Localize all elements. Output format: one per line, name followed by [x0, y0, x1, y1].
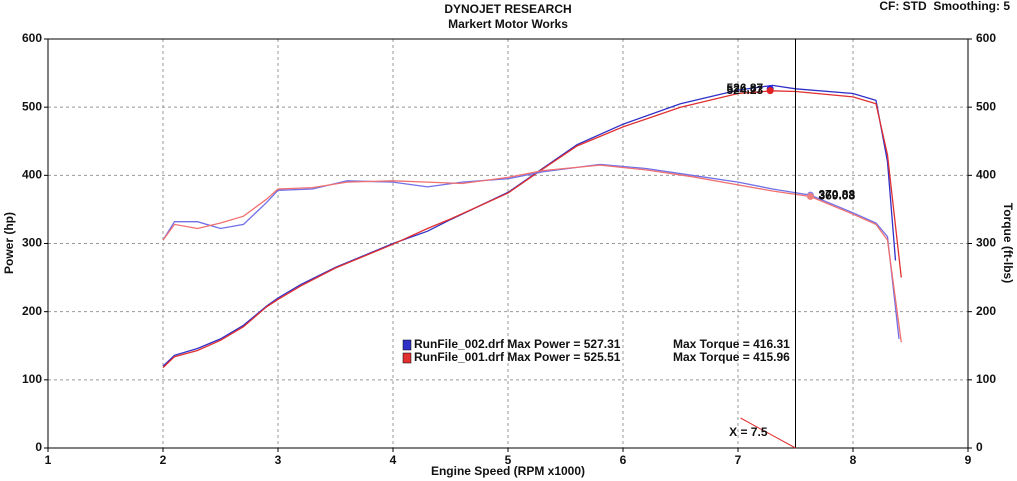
legend-torque: Max Torque = 415.96 — [673, 350, 790, 364]
series-line — [162, 164, 902, 343]
legend-text: RunFile_001.drf Max Power = 525.51 — [414, 350, 621, 364]
marker-label: 370.88 — [818, 187, 855, 201]
y-tick-label: 0 — [35, 440, 42, 454]
y-tick-label: 500 — [22, 99, 42, 113]
y-tick-label: 100 — [22, 372, 42, 386]
y-axis-title: Power (hp) — [2, 212, 16, 274]
legend-swatch — [402, 352, 412, 364]
corner-text: CF: STD Smoothing: 5 — [879, 0, 1010, 13]
y2-tick-label: 0 — [976, 440, 983, 454]
y2-tick-label: 400 — [976, 168, 996, 182]
legend-text: RunFile_002.drf Max Power = 527.31 — [414, 337, 621, 351]
y2-axis-title: Torque (ft-lbs) — [1001, 203, 1015, 283]
y2-tick-label: 600 — [976, 31, 996, 45]
x-tick-label: 5 — [505, 453, 512, 467]
marker — [806, 192, 814, 200]
x-tick-label: 1 — [45, 453, 52, 467]
cursor-label: X = 7.5 — [729, 425, 768, 439]
x-tick-label: 2 — [160, 453, 167, 467]
x-tick-label: 6 — [620, 453, 627, 467]
x-tick-label: 4 — [390, 453, 397, 467]
marker — [766, 87, 774, 95]
series-line — [162, 90, 902, 369]
y2-tick-label: 200 — [976, 304, 996, 318]
cursor-pointer — [740, 417, 796, 449]
y2-tick-label: 300 — [976, 236, 996, 250]
plot-frame — [47, 38, 969, 449]
y-tick-label: 400 — [22, 168, 42, 182]
legend-torque: Max Torque = 416.31 — [673, 337, 790, 351]
x-tick-label: 7 — [735, 453, 742, 467]
y-tick-label: 600 — [22, 31, 42, 45]
y-tick-label: 300 — [22, 236, 42, 250]
x-tick-label: 3 — [275, 453, 282, 467]
y2-tick-label: 100 — [976, 372, 996, 386]
marker-label: 369.03 — [818, 189, 855, 203]
chart-title: DYNOJET RESEARCH — [444, 2, 571, 16]
x-axis-title: Engine Speed (RPM x1000) — [431, 464, 585, 478]
marker-label: 524.23 — [726, 83, 763, 97]
y2-tick-label: 500 — [976, 99, 996, 113]
x-tick-label: 8 — [850, 453, 857, 467]
marker-label: 526.87 — [726, 81, 763, 95]
legend-swatch — [402, 339, 412, 351]
x-tick-label: 9 — [965, 453, 972, 467]
y-tick-label: 200 — [22, 304, 42, 318]
chart-subtitle: Markert Motor Works — [448, 17, 568, 31]
